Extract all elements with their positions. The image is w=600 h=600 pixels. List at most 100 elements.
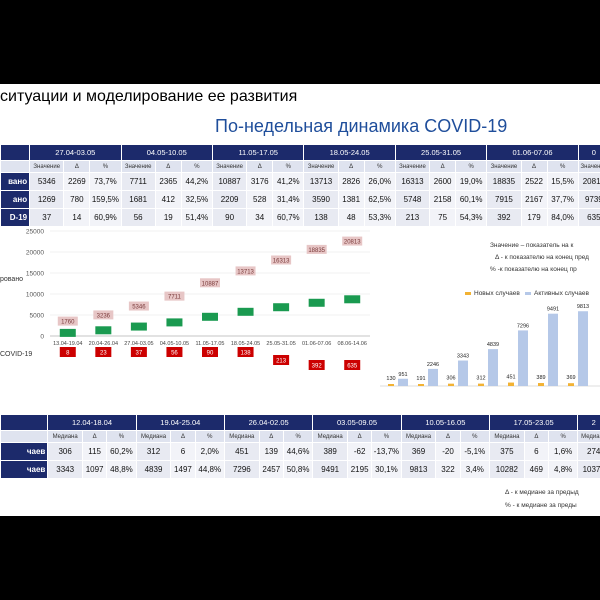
legend-label-active: Активных случаев	[534, 290, 589, 297]
table-cell: 2195	[347, 460, 373, 479]
table-cell: 56	[120, 208, 156, 227]
table-cell: 16313	[394, 172, 431, 191]
table-cell: 179	[520, 208, 548, 227]
slide-title: ситуации и моделирование ее развития	[0, 88, 298, 105]
table-cell: 48,8%	[106, 460, 137, 479]
table-cell: 7915	[486, 190, 522, 209]
table-cell: 6	[523, 442, 549, 461]
corner-cell	[0, 430, 49, 443]
subheader-cell: Δ	[520, 160, 548, 173]
new-cases-label: 130	[386, 376, 395, 382]
table-cell: 1269	[29, 190, 65, 209]
table-cell: 60,1%	[455, 190, 488, 209]
table-cell: 13713	[303, 172, 339, 191]
pink-value-marker	[128, 301, 149, 311]
active-cases-bar	[518, 330, 528, 386]
table-cell: 469	[523, 460, 549, 479]
table-cell: 4,8%	[547, 460, 579, 479]
green-bar	[202, 312, 218, 321]
table-cell: 1097	[82, 460, 108, 479]
subheader-cell: %	[455, 160, 488, 173]
pink-data-label: 20813	[344, 240, 361, 246]
row-label-covid: COVID-19	[0, 351, 32, 358]
table-row: вано 5346 2269 73,7% 7711 2365 44,2% 10887 3176 4…	[0, 172, 600, 191]
red-data-label: 90	[207, 351, 214, 357]
red-data-label: 37	[136, 351, 143, 357]
table-cell: 50,8%	[282, 460, 314, 479]
row-label: чаев	[0, 460, 49, 479]
table-cell: 392	[486, 208, 522, 227]
table-cell: 41,2%	[272, 172, 305, 191]
table-cell: 5748	[394, 190, 431, 209]
pink-data-label: 3236	[97, 313, 111, 319]
table-cell: 3590	[303, 190, 339, 209]
table-cell: 115	[82, 442, 108, 461]
table-cell: 3343	[47, 460, 84, 479]
table-cell: 322	[435, 460, 461, 479]
new-cases-label: 389	[536, 375, 545, 381]
subheader-cell: Значение	[486, 160, 522, 173]
table-row: ано 1269 780 159,5% 1681 412 32,5% 2209 528 31,4%…	[0, 190, 600, 209]
red-covid-marker	[237, 347, 254, 357]
period-header: 2	[577, 414, 600, 431]
red-covid-marker	[95, 347, 112, 357]
table-cell: -62	[347, 442, 373, 461]
new-cases-label: 369	[566, 375, 575, 381]
table-cell: 312	[135, 442, 172, 461]
period-header: 10.05-16.05	[400, 414, 491, 431]
red-covid-marker	[130, 347, 147, 357]
corner-cell	[0, 144, 31, 161]
table-cell: 2826	[337, 172, 365, 191]
table-cell: 389	[312, 442, 349, 461]
y-tick-label: 20000	[26, 250, 44, 257]
bottom-note-percent: % - к медиане за преды	[505, 502, 577, 509]
table-cell: 31,4%	[272, 190, 305, 209]
subheader-cell: Δ	[523, 430, 549, 443]
red-data-label: 213	[276, 359, 287, 365]
legend-active-cases: Активных случаев	[525, 290, 589, 297]
weekly-table: 27.04-03.05 04.05-10.05 11.05-17.05 18.05-2…	[0, 144, 600, 227]
red-covid-marker	[202, 347, 218, 357]
x-tick-label: 27.04-03.05	[124, 341, 153, 347]
table-cell: 9491	[312, 460, 349, 479]
new-cases-bar	[568, 383, 574, 386]
table-cell: 306	[47, 442, 84, 461]
table-cell: 53,3%	[363, 208, 396, 227]
x-tick-label: 08.06-14.06	[338, 341, 367, 347]
table-cell: 15,5%	[546, 172, 579, 191]
table-cell: 2167	[520, 190, 548, 209]
table-cell: 7296	[224, 460, 260, 479]
table-row: чаев 3343 1097 48,8% 4839 1497 44,8% 7296 2457 50…	[0, 460, 600, 479]
new-cases-label: 312	[476, 376, 485, 382]
period-header: 01.06-07.06	[486, 144, 579, 161]
subheader-cell: Δ	[82, 430, 108, 443]
red-data-label: 8	[66, 351, 70, 357]
table-cell: 5346	[29, 172, 65, 191]
subheader-cell: Медиана	[224, 430, 260, 443]
x-tick-label: 20.04-26.04	[89, 341, 118, 347]
table-cell: 62,5%	[363, 190, 396, 209]
subheader-cell: Медиана	[489, 430, 525, 443]
period-header: 03.05-09.05	[312, 414, 402, 431]
red-covid-marker	[344, 360, 361, 370]
active-cases-label: 951	[398, 372, 407, 378]
subheader-cell: %	[89, 160, 122, 173]
subheader-cell: Медиана	[47, 430, 84, 443]
y-tick-label: 15000	[26, 271, 44, 278]
new-cases-label: 191	[416, 376, 425, 382]
subheader-cell: %	[371, 430, 402, 443]
subheader-cell: Δ	[246, 160, 274, 173]
active-cases-bar	[428, 368, 438, 386]
table-cell: 51,4%	[180, 208, 213, 227]
green-bar	[308, 298, 325, 307]
y-tick-label: 10000	[26, 292, 44, 299]
subheader-cell: Значение	[394, 160, 431, 173]
table-cell: 34	[246, 208, 274, 227]
table-cell: 635	[577, 208, 600, 227]
pink-value-marker	[93, 310, 114, 320]
table-cell: 9813	[400, 460, 437, 479]
red-data-label: 635	[347, 364, 358, 370]
table-cell: 528	[246, 190, 274, 209]
green-bar	[237, 307, 254, 316]
table-cell: 4839	[135, 460, 172, 479]
